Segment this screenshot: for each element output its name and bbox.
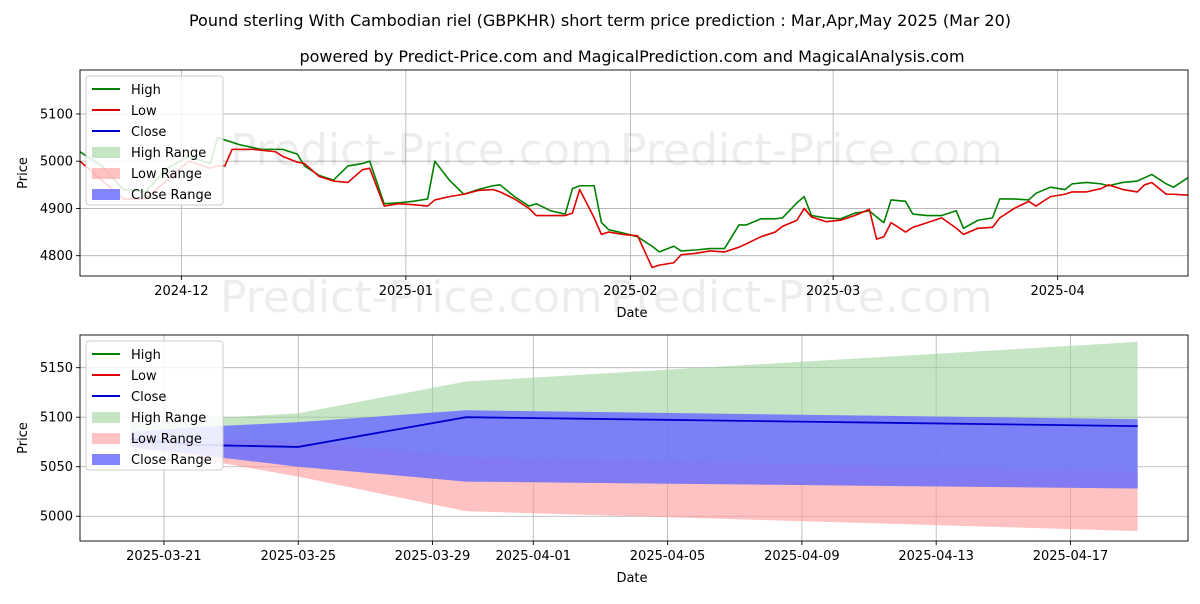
y-tick-label: 5000: [40, 155, 73, 170]
forecast-panel: Predict-Price.comPredict-Price.com2025-0…: [16, 334, 1189, 586]
x-tick-label: 2025-04-17: [1033, 549, 1109, 564]
legend-swatch-high-range: [92, 147, 120, 158]
x-tick-label: 2025-03-25: [260, 549, 336, 564]
y-tick-label: 5050: [40, 460, 73, 475]
x-tick-label: 2025-04-01: [495, 549, 571, 564]
legend-box: [85, 340, 224, 471]
legend-label: High: [131, 348, 161, 363]
legend-label: Close: [131, 390, 166, 405]
grid-lines: [80, 70, 1188, 276]
watermark-text: Predict-Price.com: [230, 125, 613, 176]
watermark-text: Predict-Price.com: [620, 125, 1003, 176]
x-axis-label: Date: [616, 571, 647, 586]
legend-label: Low: [131, 369, 157, 384]
x-tick-label: 2025-03-21: [126, 549, 202, 564]
legend-label: High Range: [131, 411, 206, 426]
plot-area: [80, 136, 1188, 269]
y-tick-label: 4900: [40, 202, 73, 217]
ticks: 2024-12 2025-01 2025-02 2025-03 2025-04 4800 4…: [40, 107, 1085, 299]
legend-box: [85, 75, 224, 206]
legend: High Low Close High Range Low Range Close Ran…: [85, 75, 224, 206]
legend-label: Close Range: [131, 453, 212, 468]
y-axis-label: Price: [16, 157, 31, 189]
legend-swatch-low-range: [92, 433, 120, 444]
axes-frame: [79, 334, 1189, 542]
legend: High Low Close High Range Low Range Close Ran…: [85, 340, 224, 471]
legend-label: High Range: [131, 146, 206, 161]
y-axis-label: Price: [16, 422, 31, 454]
legend-label: Low: [131, 104, 157, 119]
x-axis-label: Date: [616, 306, 647, 321]
x-tick-label: 2025-03-29: [395, 549, 471, 564]
plot-area: [130, 341, 1138, 532]
legend-label: Low Range: [131, 432, 202, 447]
x-tick-label: 2025-03: [806, 284, 860, 299]
legend-swatch-low-range: [92, 168, 120, 179]
y-tick-label: 4800: [40, 249, 73, 264]
legend-swatch-high-range: [92, 412, 120, 423]
x-tick-label: 2025-01: [379, 284, 433, 299]
close-range-band: [130, 410, 1138, 489]
chart-subtitle: powered by Predict-Price.com and Magical…: [299, 47, 964, 66]
x-tick-label: 2025-04-13: [898, 549, 974, 564]
chart-title: Pound sterling With Cambodian riel (GBPK…: [189, 11, 1011, 30]
x-tick-label: 2024-12: [154, 284, 208, 299]
y-tick-label: 5100: [40, 107, 73, 122]
low-series-line: [80, 148, 1188, 269]
y-tick-label: 5150: [40, 361, 73, 376]
ticks: 2025-03-21 2025-03-25 2025-03-29 2025-04-01…: [40, 361, 1108, 564]
x-tick-label: 2025-04-09: [764, 549, 840, 564]
watermark-text: Predict-Price.com: [220, 272, 603, 323]
watermark-group: Predict-Price.com Predict-Price.comPredic…: [220, 125, 1003, 323]
legend-label: Low Range: [131, 167, 202, 182]
legend-label: Close: [131, 125, 166, 140]
y-tick-label: 5100: [40, 411, 73, 426]
legend-swatch-close-range: [92, 454, 120, 465]
legend-label: Close Range: [131, 188, 212, 203]
axes-frame: [79, 69, 1189, 277]
history-panel: Predict-Price.com Predict-Price.comPredic…: [16, 69, 1189, 323]
legend-swatch-close-range: [92, 189, 120, 200]
y-tick-label: 5000: [40, 510, 73, 525]
legend-label: High: [131, 83, 161, 98]
x-tick-label: 2025-04: [1030, 284, 1084, 299]
high-series-line: [80, 136, 1188, 253]
watermark-text: Predict-Price.com: [610, 272, 993, 323]
x-tick-label: 2025-02: [603, 284, 657, 299]
x-tick-label: 2025-04-05: [630, 549, 706, 564]
